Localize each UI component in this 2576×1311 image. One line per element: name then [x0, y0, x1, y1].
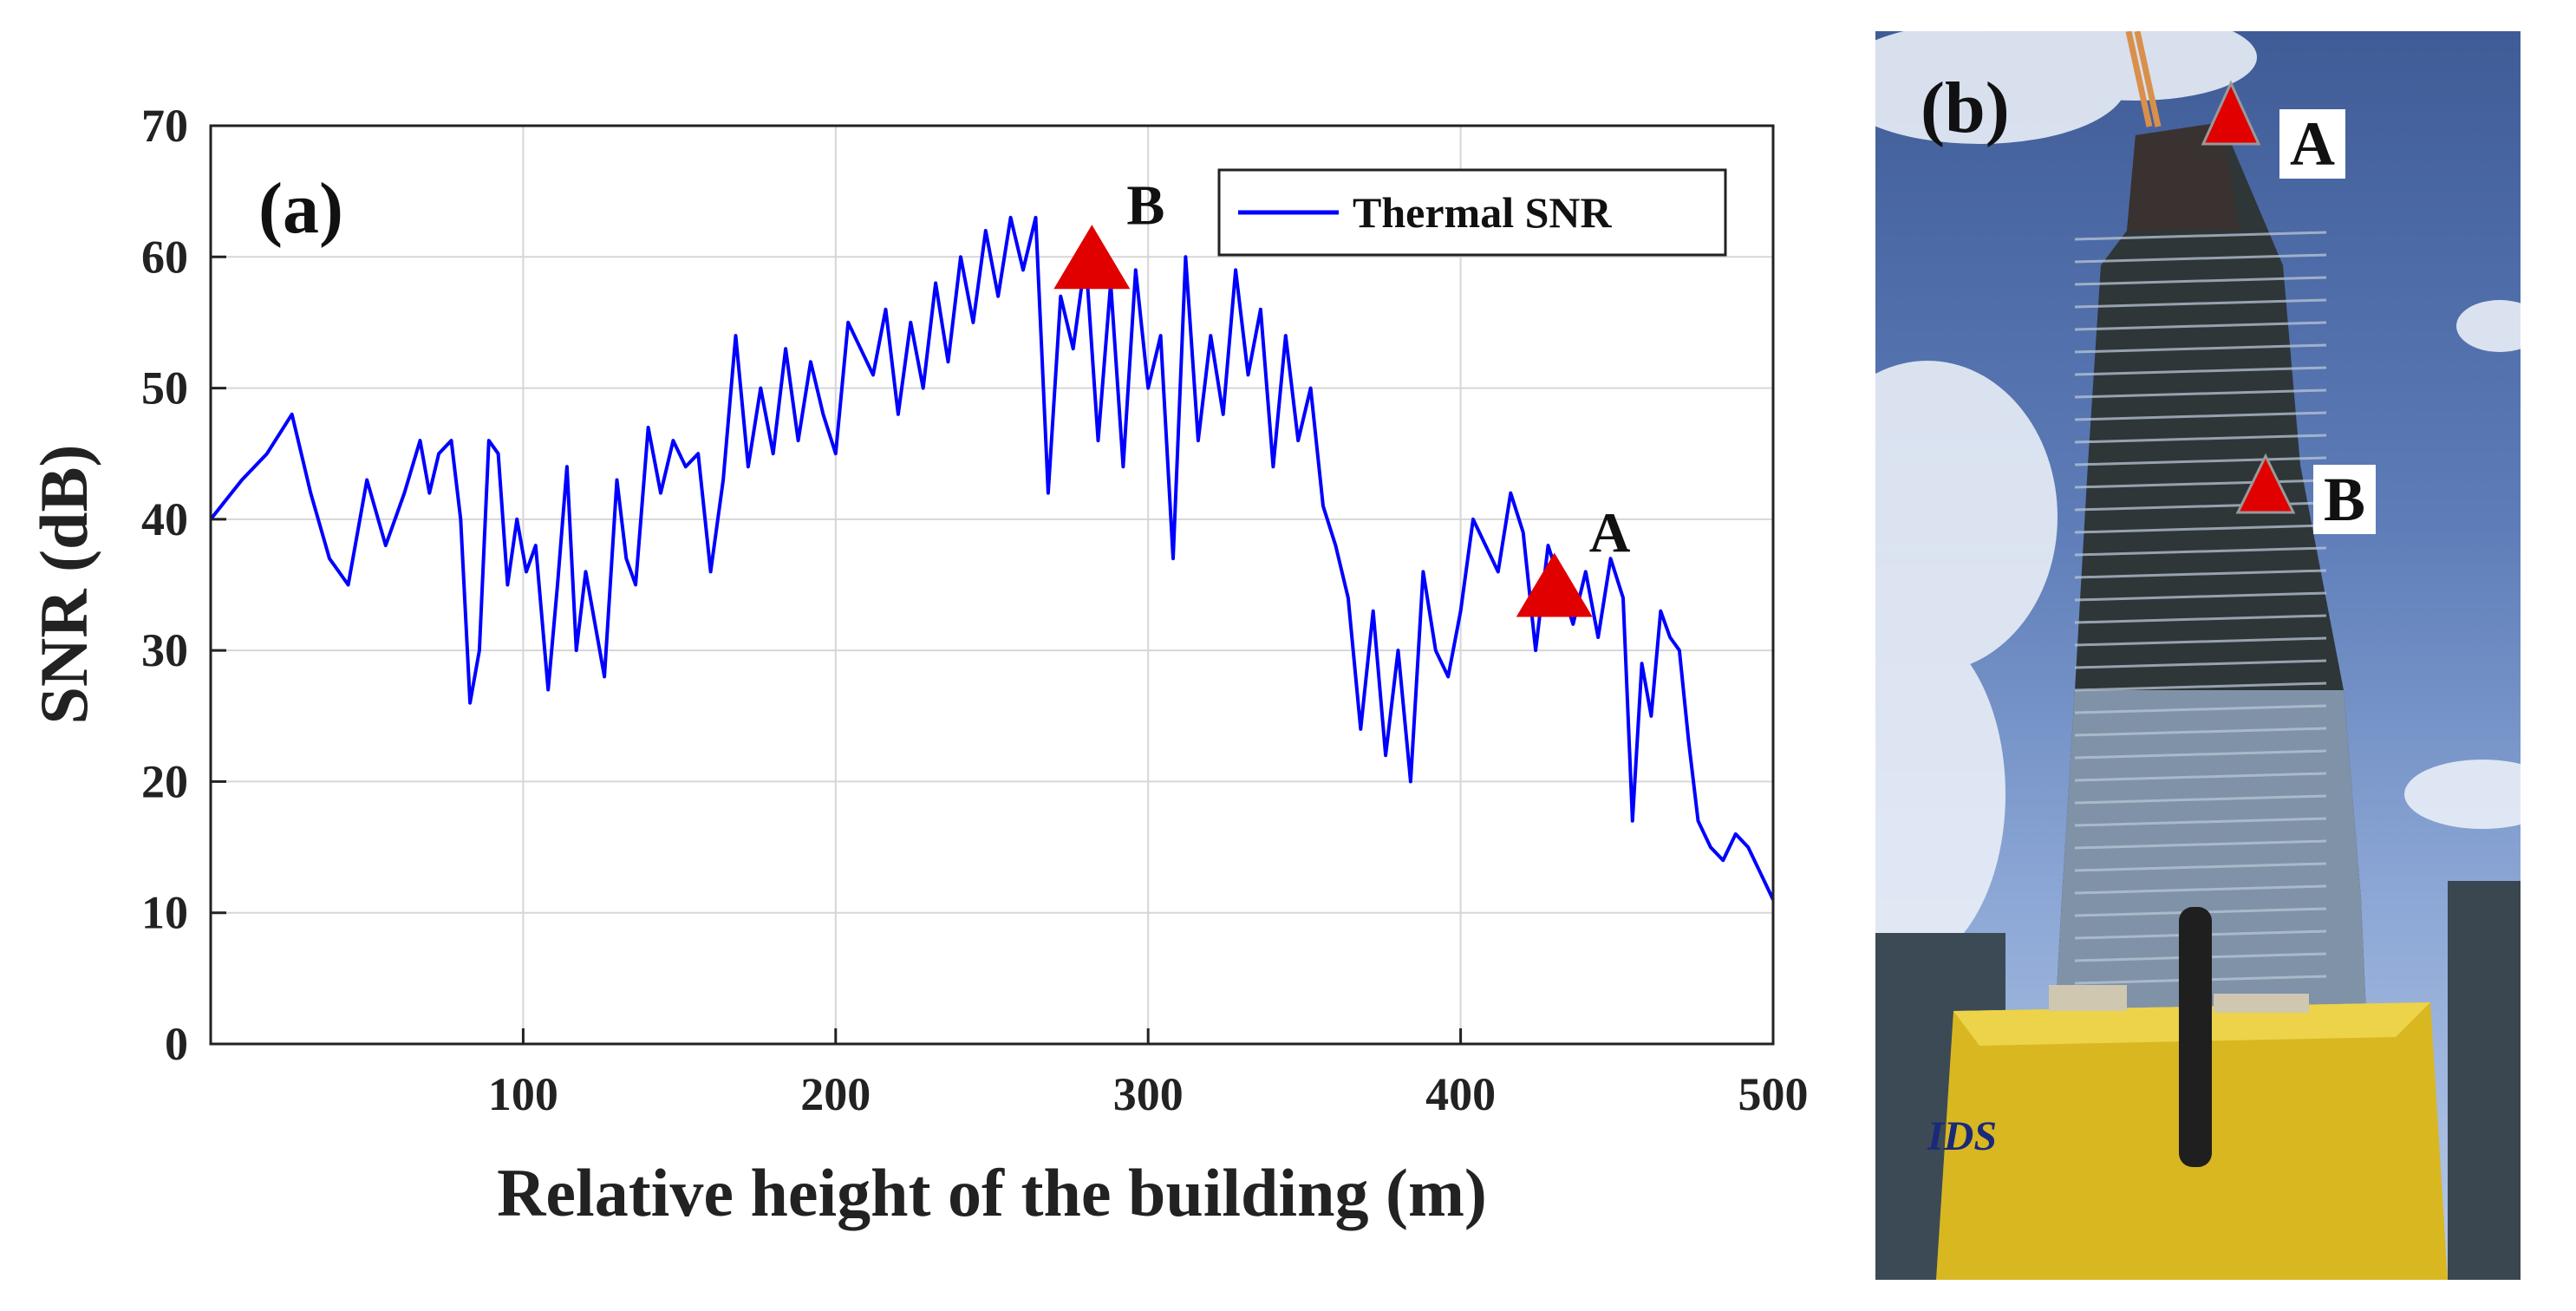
photo-markers — [2201, 80, 2296, 514]
floor-line — [2074, 253, 2327, 264]
floor-line — [2074, 727, 2327, 737]
series-layer — [209, 215, 1775, 901]
floor-line — [2074, 366, 2327, 376]
radar-antenna — [2179, 907, 2212, 1167]
floor-line — [2074, 411, 2327, 421]
floor-line — [2074, 614, 2327, 624]
x-tick-label: 400 — [1425, 1068, 1496, 1120]
crane — [2125, 31, 2162, 127]
legend-label: Thermal SNR — [1353, 188, 1613, 237]
y-tick-label: 10 — [141, 887, 188, 939]
marker-b — [1053, 225, 1131, 290]
floor-line — [2074, 298, 2327, 309]
floor-line — [2074, 884, 2327, 895]
y-tick-label: 70 — [141, 100, 188, 152]
building-photo-illustration: IDS — [1875, 31, 2521, 1280]
floor-line — [2074, 479, 2327, 489]
x-axis-title: Relative height of the building (m) — [497, 1155, 1487, 1230]
series-line-thermal-snr — [209, 215, 1775, 901]
panel-label-b: (b) — [1921, 68, 2010, 148]
floor-line — [2074, 682, 2327, 692]
y-tick-label: 50 — [141, 362, 188, 414]
tower-floor-lines — [2074, 231, 2327, 985]
x-tick-label: 100 — [488, 1068, 558, 1120]
y-tick-label: 0 — [165, 1018, 188, 1070]
markers: BA — [1053, 173, 1631, 617]
photo-marker-a — [2201, 80, 2261, 146]
floor-line — [2074, 456, 2327, 466]
x-tick-label: 500 — [1738, 1068, 1809, 1120]
floor-line — [2074, 569, 2327, 579]
marker-label-a: A — [1589, 502, 1631, 565]
marker-a — [1516, 552, 1593, 617]
legend: Thermal SNR — [1217, 168, 1727, 257]
floor-line — [2074, 636, 2327, 647]
marker-label-b: B — [1126, 173, 1164, 237]
floor-line — [2074, 524, 2327, 534]
x-tick-label: 200 — [800, 1068, 871, 1120]
floor-line — [2074, 659, 2327, 669]
floor-line — [2074, 434, 2327, 444]
y-tick-label: 40 — [141, 493, 188, 545]
photo-label-a: A — [2279, 109, 2345, 179]
y-axis-title: SNR (dB) — [26, 445, 101, 725]
floor-line — [2074, 749, 2327, 760]
floor-line — [2074, 343, 2327, 354]
clouds — [1875, 31, 2521, 968]
floor-line — [2074, 388, 2327, 399]
y-tick-label: 30 — [141, 624, 188, 676]
building-photo: IDS (b) A B — [1875, 31, 2521, 1280]
floor-line — [2074, 862, 2327, 872]
y-tick-label: 60 — [141, 231, 188, 283]
floor-line — [2074, 704, 2327, 714]
floor-line — [2074, 276, 2327, 286]
radar-instrument: IDS — [1927, 907, 2448, 1280]
floor-line — [2074, 794, 2327, 805]
floor-line — [2074, 817, 2327, 827]
ticks: 0 10 20 30 40 50 60 70 100 200 300 400 500 — [141, 100, 1809, 1120]
floor-line — [2074, 839, 2327, 850]
x-tick-label: 300 — [1113, 1068, 1184, 1120]
floor-line — [2074, 591, 2327, 602]
floor-line — [2074, 231, 2327, 241]
floor-line — [2074, 321, 2327, 331]
plot-frame — [209, 124, 1775, 1046]
y-tick-label: 20 — [141, 755, 188, 807]
floor-line — [2074, 546, 2327, 557]
panel-label-a: (a) — [258, 168, 343, 249]
floor-line — [2074, 772, 2327, 782]
ids-brand-text: IDS — [1927, 1113, 1997, 1159]
photo-marker-b — [2235, 453, 2296, 514]
plot-area — [211, 126, 1773, 1044]
photo-label-b: B — [2313, 465, 2377, 534]
